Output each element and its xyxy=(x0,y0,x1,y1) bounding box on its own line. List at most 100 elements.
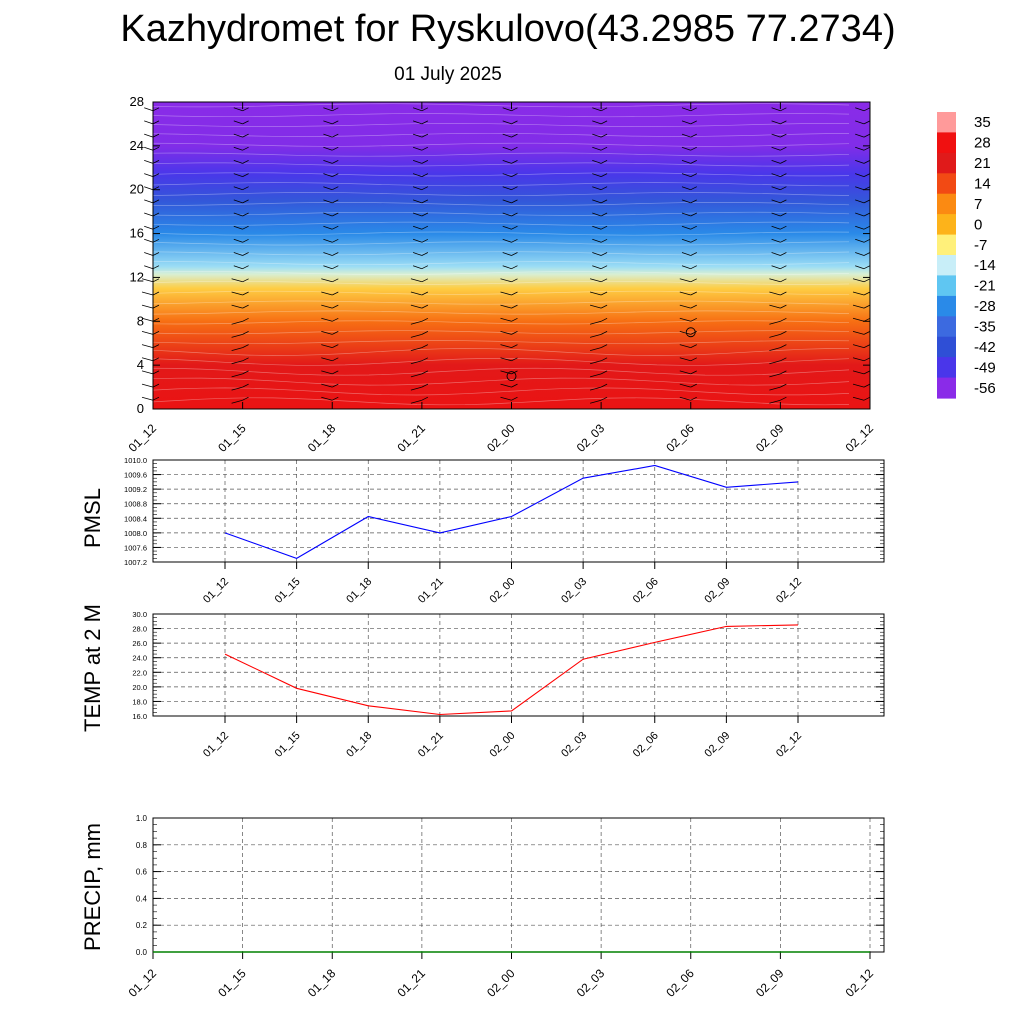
y-tick-label: 8 xyxy=(137,313,144,328)
wind-barb-flag xyxy=(332,212,339,217)
wind-barb-shaft xyxy=(231,304,243,309)
wind-barb-shaft xyxy=(412,212,423,217)
wind-barb-flag xyxy=(780,265,787,270)
wind-barb-shaft xyxy=(321,304,333,309)
wind-barb-flag xyxy=(242,133,249,138)
wind-barb-shaft xyxy=(679,396,691,401)
y-tick-label: 0.8 xyxy=(136,841,148,850)
wind-barb-flag xyxy=(690,225,697,230)
wind-barb-shaft xyxy=(233,186,243,191)
x-tick-label: 01_15 xyxy=(273,576,303,606)
wind-barb-flag xyxy=(600,265,608,270)
wind-barb-shaft xyxy=(852,291,865,296)
wind-barb-flag xyxy=(863,186,871,191)
wind-barb-flag xyxy=(421,396,429,401)
wind-barb-shaft xyxy=(681,173,691,177)
wind-barb-flag xyxy=(690,304,697,309)
wind-barb-shaft xyxy=(412,173,423,177)
contour-line xyxy=(152,241,850,246)
x-tick-label: 01_12 xyxy=(126,966,160,1000)
wind-barb-flag xyxy=(332,278,339,283)
wind-barb-flag xyxy=(780,173,787,177)
wind-barbs xyxy=(141,107,871,404)
contour-line xyxy=(152,113,850,118)
wind-barb-flag xyxy=(780,199,787,204)
x-tick-label: 01_21 xyxy=(416,576,446,606)
wind-barb-shaft xyxy=(679,344,691,348)
wind-barb-flag xyxy=(511,107,518,112)
wind-barb-flag xyxy=(780,238,787,243)
wind-barb-shaft xyxy=(769,291,781,296)
wind-barb-flag xyxy=(600,173,608,177)
wind-barb-flag xyxy=(690,186,697,191)
wind-barb-flag xyxy=(242,173,249,177)
wind-barb-shaft xyxy=(771,107,781,112)
wind-barb-shaft xyxy=(323,199,333,204)
x-tick-label: 02_12 xyxy=(774,730,804,760)
wind-barb-flag xyxy=(421,146,429,151)
wind-barb-flag xyxy=(863,278,871,283)
y-tick-label: 0.2 xyxy=(136,921,148,930)
contour-line xyxy=(152,348,850,356)
colorbar-segment xyxy=(937,112,956,133)
wind-barb-shaft xyxy=(144,212,154,217)
wind-barb-flag xyxy=(863,265,871,270)
wind-barb-shaft xyxy=(231,291,243,296)
wind-barb-flag xyxy=(332,291,339,296)
wind-barb-flag xyxy=(600,317,608,322)
wind-barb-shaft xyxy=(144,173,154,177)
wind-barb-shaft xyxy=(231,334,243,338)
wind-barb-flag xyxy=(332,225,339,230)
wind-barb-flag xyxy=(332,357,339,362)
wind-barb-flag xyxy=(863,304,871,309)
contour-line xyxy=(152,211,850,216)
wind-barb-flag xyxy=(600,383,608,388)
plot-frame xyxy=(152,459,885,563)
x-tick-label: 02_03 xyxy=(559,730,589,760)
wind-barb-shaft xyxy=(233,160,243,164)
contour-line xyxy=(152,367,850,376)
wind-barb-flag xyxy=(863,370,871,375)
wind-barb-shaft xyxy=(141,396,154,401)
y-tick-label: 1010.0 xyxy=(124,456,147,465)
y-tick-label: 16 xyxy=(130,226,144,241)
wind-barb-flag xyxy=(511,383,518,388)
wind-barb-shaft xyxy=(410,334,422,338)
wind-barb-shaft xyxy=(233,252,243,256)
wind-barb-flag xyxy=(600,357,608,362)
wind-barb-shaft xyxy=(855,107,865,112)
wind-barb-flag xyxy=(152,238,160,243)
y-tick-label: 1008.4 xyxy=(124,514,147,523)
wind-barb-flag xyxy=(242,199,249,204)
wind-barb-flag xyxy=(863,344,871,348)
wind-barb-flag xyxy=(332,331,339,335)
wind-barb-shaft xyxy=(323,173,333,177)
wind-barb-shaft xyxy=(681,160,691,164)
wind-barb-shaft xyxy=(144,120,154,125)
wind-barb-flag xyxy=(332,107,339,112)
wind-barb-flag xyxy=(690,265,697,270)
wind-barb-flag xyxy=(152,120,160,125)
wind-barb-flag xyxy=(690,133,697,138)
wind-barb-shaft xyxy=(500,278,512,283)
wind-barb-shaft xyxy=(233,107,243,112)
wind-barb-flag xyxy=(690,331,697,335)
wind-barb-flag xyxy=(152,146,160,151)
wind-barb-flag xyxy=(600,186,608,191)
wind-barb-shaft xyxy=(502,120,512,125)
wind-barb-flag xyxy=(421,160,429,164)
contour-line xyxy=(152,310,850,315)
wind-barb-flag xyxy=(511,304,518,309)
wind-barb-flag xyxy=(511,265,518,270)
wind-barb-flag xyxy=(600,120,608,125)
wind-barb-flag xyxy=(152,212,160,217)
wind-barb-flag xyxy=(780,331,787,335)
y-tick-label: 0.6 xyxy=(136,868,148,877)
wind-barb-flag xyxy=(780,212,787,217)
x-tick-label: 02_09 xyxy=(753,966,787,1000)
wind-barb-shaft xyxy=(852,278,865,283)
wind-barb-shaft xyxy=(679,357,691,362)
wind-barb-flag xyxy=(421,357,429,362)
contour-line xyxy=(152,123,850,127)
wind-barb-shaft xyxy=(410,304,422,309)
